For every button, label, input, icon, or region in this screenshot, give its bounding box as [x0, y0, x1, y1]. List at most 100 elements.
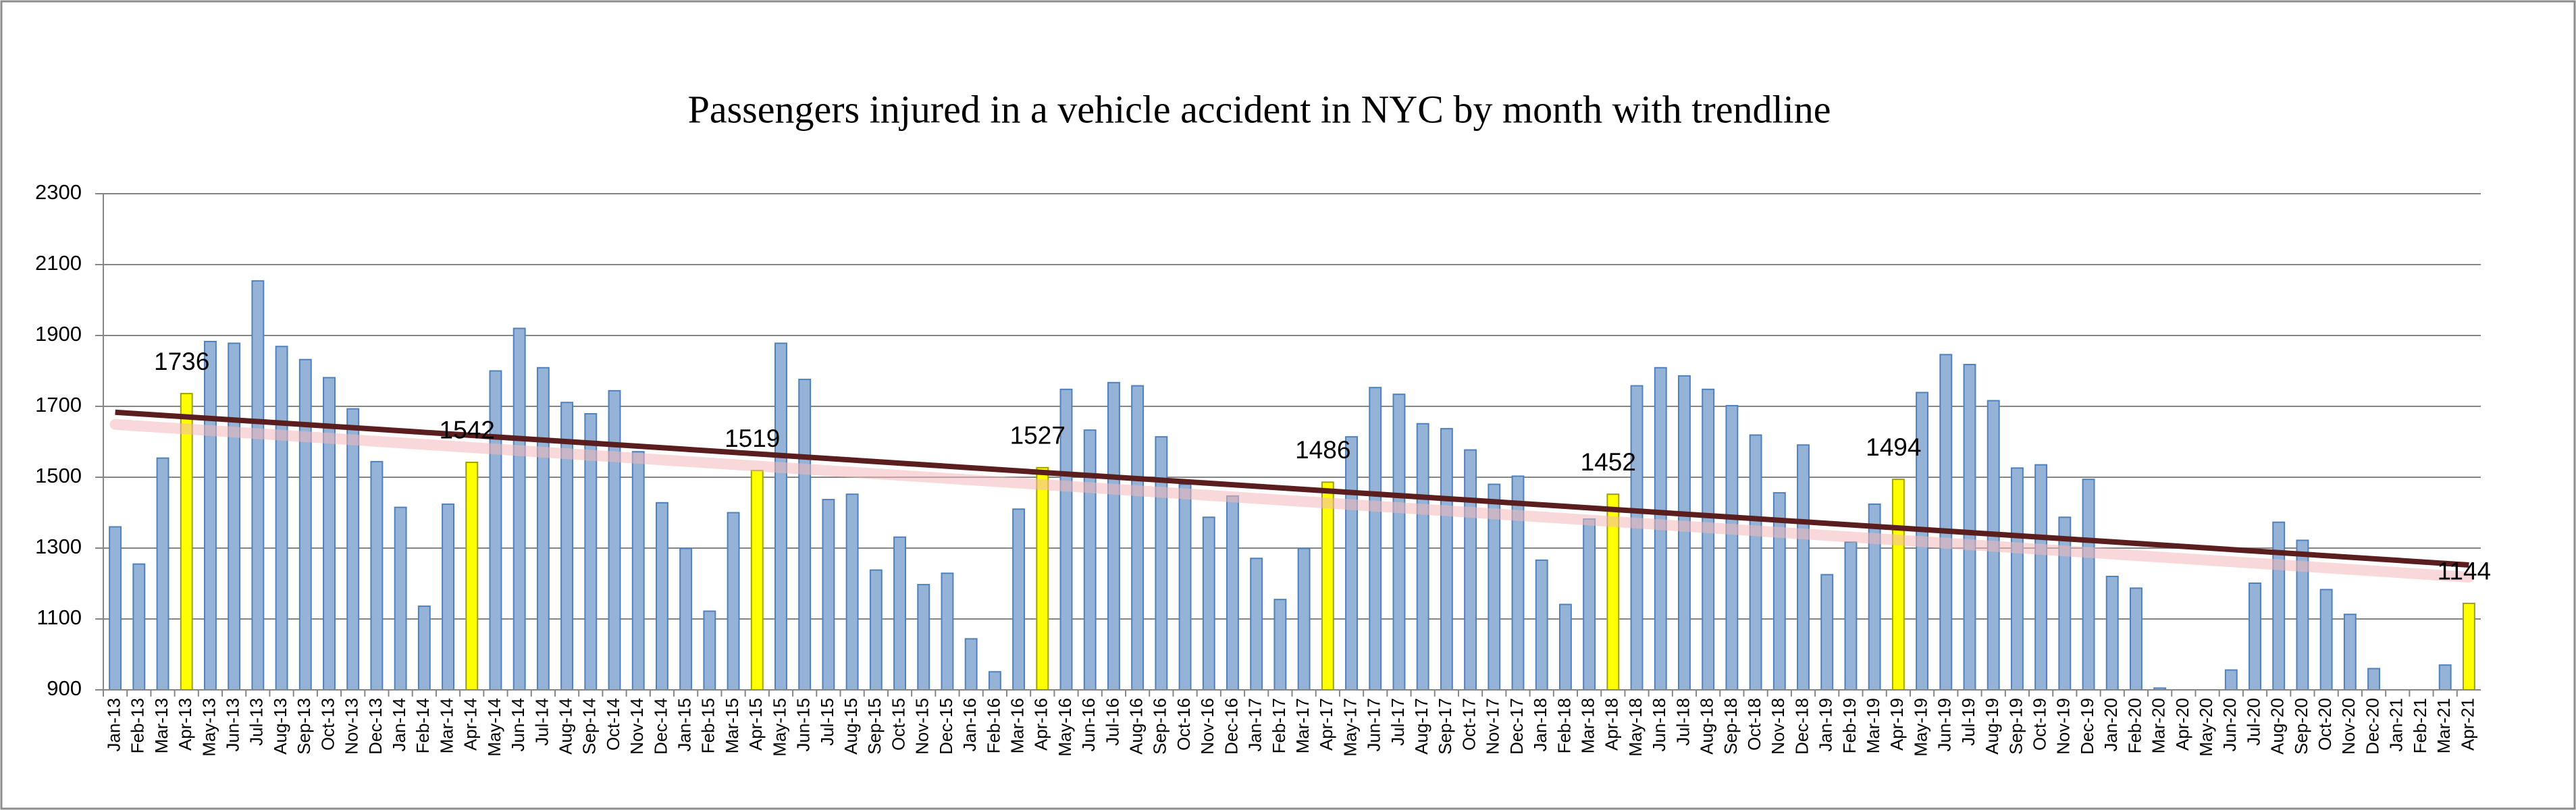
bar [798, 379, 812, 691]
trendline [115, 409, 2469, 568]
bar [655, 502, 668, 691]
bar [2130, 587, 2143, 691]
bar [2343, 614, 2357, 691]
bar [1749, 434, 1762, 691]
bar [2105, 576, 2119, 691]
bar [2010, 467, 2024, 691]
bar [1583, 518, 1596, 691]
bar [180, 393, 193, 691]
bar [2319, 589, 2333, 691]
bar [822, 499, 835, 691]
x-tick-label: Sep-14 [579, 698, 600, 755]
x-tick-label: Dec-17 [1506, 698, 1527, 755]
bar [1725, 404, 1739, 691]
x-tick-label: Aug-14 [555, 698, 575, 755]
x-tick-label: May-16 [1055, 698, 1075, 757]
x-tick-label: May-15 [769, 698, 789, 757]
trendline-shadow [109, 418, 2475, 583]
x-tick-label: Apr-21 [2457, 698, 2477, 751]
x-tick-label: Aug-19 [1982, 698, 2002, 755]
bar [2082, 479, 2095, 691]
bar [1535, 559, 1548, 691]
bar [1369, 387, 1382, 691]
bar [1131, 385, 1145, 691]
x-tick-label: Mar-13 [151, 698, 172, 753]
x-tick-label: Jun-20 [2219, 698, 2240, 752]
x-tick-label: Aug-13 [270, 698, 290, 755]
bar [1083, 429, 1097, 691]
bar [703, 610, 716, 691]
x-tick-label: Jan-20 [2101, 698, 2121, 752]
bar [536, 367, 550, 691]
x-tick-label: Oct-20 [2315, 698, 2335, 751]
bar [1511, 475, 1525, 691]
bar [1630, 385, 1644, 691]
data-label: 1494 [1866, 433, 1921, 461]
bar [1107, 381, 1120, 691]
bar [608, 389, 621, 691]
bar [465, 461, 479, 691]
bar [1891, 479, 1905, 691]
x-tick-label: Nov-16 [1197, 698, 1217, 755]
bar [750, 470, 764, 691]
x-tick-label: May-17 [1340, 698, 1360, 757]
x-tick-label: Jan-16 [960, 698, 980, 752]
x-tick-label: Feb-14 [413, 698, 433, 753]
x-tick-label: Jul-13 [246, 698, 267, 746]
x-tick-label: Feb-16 [983, 698, 1003, 753]
bar [2438, 664, 2452, 691]
x-tick-label: Jul-20 [2243, 698, 2263, 746]
x-tick-label: Apr-14 [461, 698, 481, 751]
bar [988, 671, 1001, 691]
x-tick-label: Nov-13 [342, 698, 362, 755]
bar [679, 547, 693, 691]
bar [370, 460, 384, 691]
x-tick-label: Feb-21 [2410, 698, 2430, 753]
x-tick-label: Nov-15 [912, 698, 932, 755]
y-tick-label: 2100 [35, 251, 82, 275]
bar [1155, 436, 1168, 691]
x-tick-label: Mar-16 [1007, 698, 1027, 753]
x-tick-label: Nov-19 [2053, 698, 2074, 755]
y-tick-label: 900 [47, 676, 82, 700]
x-tick-label: Sep-15 [864, 698, 885, 755]
bar [109, 526, 122, 691]
bar [1939, 354, 1953, 691]
bar [394, 506, 407, 691]
bar [512, 327, 526, 691]
bar [2249, 582, 2261, 691]
x-tick-label: Jun-13 [223, 698, 243, 752]
x-tick-label: Feb-18 [1554, 698, 1574, 753]
data-label: 1486 [1295, 436, 1350, 464]
y-tick-label: 1900 [35, 322, 82, 346]
x-tick-label: Jan-21 [2386, 698, 2407, 752]
x-tick-label: Feb-17 [1269, 698, 1289, 753]
bar [774, 342, 787, 691]
x-tick-label: Sep-20 [2291, 698, 2311, 755]
x-tick-label: Nov-14 [627, 698, 647, 755]
x-tick-label: Jan-19 [1816, 698, 1836, 752]
x-tick-label: Sep-18 [1720, 698, 1741, 755]
data-label: 1527 [1010, 422, 1066, 450]
bar [1226, 495, 1239, 691]
bar [1416, 423, 1429, 691]
x-tick-label: Dec-13 [365, 698, 386, 755]
bar [1012, 508, 1026, 691]
chart-title: Passengers injured in a vehicle accident… [688, 87, 1831, 131]
bar [346, 408, 360, 691]
x-tick-label: Jan-15 [675, 698, 695, 752]
x-tick-label: Oct-17 [1458, 698, 1479, 751]
x-tick-label: Jun-18 [1649, 698, 1669, 752]
x-tick-label: Mar-18 [1578, 698, 1598, 753]
y-tick-label: 2300 [35, 180, 82, 204]
x-tick-label: Jun-17 [1364, 698, 1384, 752]
x-tick-label: May-20 [2196, 698, 2216, 757]
x-tick-label: Sep-17 [1435, 698, 1455, 755]
x-tick-label: Apr-20 [2172, 698, 2192, 751]
x-tick-label: May-18 [1625, 698, 1646, 757]
x-tick-label: Mar-15 [722, 698, 742, 753]
x-tick-label: Jul-14 [531, 698, 552, 746]
bar [1464, 449, 1477, 691]
x-tick-label: Dec-18 [1791, 698, 1812, 755]
